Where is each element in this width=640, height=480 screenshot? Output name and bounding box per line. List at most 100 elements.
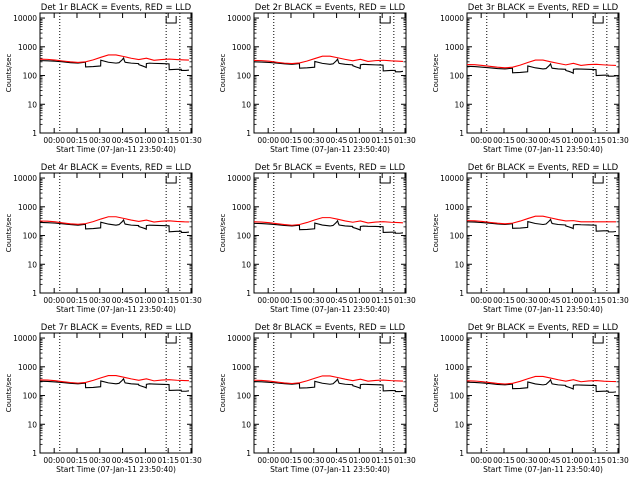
events-series-line <box>466 62 617 77</box>
x-tick-label: 00:00 <box>470 296 492 305</box>
x-tick-label: 00:45 <box>112 296 134 305</box>
x-tick-label: 01:00 <box>349 296 371 305</box>
x-tick-label: 00:30 <box>89 456 111 465</box>
x-tick-label: 00:00 <box>43 456 65 465</box>
interval-bracket <box>592 16 604 24</box>
plot-frame <box>466 12 620 134</box>
x-tick-label: 00:45 <box>326 456 348 465</box>
x-tick-label: 01:30 <box>394 456 416 465</box>
x-tick-label: 00:45 <box>112 456 134 465</box>
x-tick-label: 00:30 <box>303 296 325 305</box>
panel-title: Det 4r BLACK = Events, RED = LLD <box>41 163 192 173</box>
x-tick-label: 01:30 <box>180 456 202 465</box>
x-axis-label: Start Time (07-Jan-11 23:50:40) <box>56 145 176 154</box>
x-tick-label: 00:00 <box>257 136 279 145</box>
x-tick-label: 00:30 <box>89 136 111 145</box>
interval-bracket <box>379 336 391 344</box>
panel-title: Det 5r BLACK = Events, RED = LLD <box>255 163 406 173</box>
y-tick-label: 10 <box>454 260 464 269</box>
y-tick-label: 1 <box>459 129 464 138</box>
panel-title: Det 8r BLACK = Events, RED = LLD <box>255 323 406 333</box>
y-tick-label: 1000 <box>18 363 37 372</box>
y-tick-label: 10000 <box>13 174 37 183</box>
y-tick-label: 1 <box>32 289 37 298</box>
panel-det-9r: Det 9r BLACK = Events, RED = LLD 1 10 100 10… <box>432 323 629 474</box>
lld-series-line <box>253 55 403 65</box>
y-tick-label: 10 <box>27 260 37 269</box>
panel-det-1r: Det 1r BLACK = Events, RED = LLD 1 10 100 10… <box>5 3 202 154</box>
x-tick-label: 00:45 <box>539 456 561 465</box>
x-tick-label: 01:15 <box>157 456 179 465</box>
lld-series-line <box>253 375 403 385</box>
y-tick-label: 10 <box>241 420 251 429</box>
y-tick-label: 10000 <box>440 334 464 343</box>
x-tick-label: 01:00 <box>562 136 584 145</box>
interval-bracket <box>592 176 604 184</box>
x-tick-label: 00:15 <box>493 296 515 305</box>
x-tick-label: 00:45 <box>326 136 348 145</box>
y-tick-label: 10 <box>454 100 464 109</box>
y-tick-label: 10000 <box>13 334 37 343</box>
x-tick-label: 01:30 <box>394 136 416 145</box>
y-tick-label: 10000 <box>440 14 464 23</box>
x-axis-label: Start Time (07-Jan-11 23:50:40) <box>483 465 603 474</box>
plot-frame <box>466 172 620 294</box>
y-tick-label: 10000 <box>227 14 251 23</box>
x-tick-label: 00:30 <box>516 296 538 305</box>
y-tick-label: 1000 <box>445 43 464 52</box>
panel-det-4r: Det 4r BLACK = Events, RED = LLD 1 10 100 10… <box>5 163 202 314</box>
plot-frame <box>253 172 407 294</box>
x-tick-label: 01:30 <box>607 136 629 145</box>
x-tick-label: 01:30 <box>607 456 629 465</box>
events-series-line <box>253 378 404 393</box>
x-tick-label: 00:45 <box>539 296 561 305</box>
lld-series-line <box>466 215 616 225</box>
panel-title: Det 2r BLACK = Events, RED = LLD <box>255 3 406 13</box>
x-tick-label: 00:15 <box>66 456 88 465</box>
y-tick-label: 1000 <box>18 203 37 212</box>
x-tick-label: 01:00 <box>135 456 157 465</box>
y-tick-label: 1000 <box>445 203 464 212</box>
x-tick-label: 00:30 <box>303 456 325 465</box>
y-tick-label: 100 <box>23 72 38 81</box>
y-axis-label: Counts/sec <box>432 374 440 413</box>
x-tick-label: 01:30 <box>180 296 202 305</box>
y-tick-label: 10 <box>454 420 464 429</box>
x-tick-label: 00:00 <box>257 456 279 465</box>
x-tick-label: 00:00 <box>470 456 492 465</box>
y-tick-label: 1000 <box>445 363 464 372</box>
x-tick-label: 00:30 <box>303 136 325 145</box>
y-tick-label: 10000 <box>13 14 37 23</box>
x-tick-label: 00:15 <box>66 296 88 305</box>
y-axis-label: Counts/sec <box>219 374 227 413</box>
x-tick-label: 01:15 <box>371 456 393 465</box>
x-axis-label: Start Time (07-Jan-11 23:50:40) <box>270 305 390 314</box>
x-axis-label: Start Time (07-Jan-11 23:50:40) <box>270 145 390 154</box>
x-tick-label: 01:15 <box>371 296 393 305</box>
panel-title: Det 3r BLACK = Events, RED = LLD <box>468 3 619 13</box>
y-tick-label: 1 <box>32 129 37 138</box>
y-tick-label: 1000 <box>18 43 37 52</box>
y-tick-label: 100 <box>450 72 465 81</box>
panel-title: Det 9r BLACK = Events, RED = LLD <box>468 323 619 333</box>
x-tick-label: 01:00 <box>562 296 584 305</box>
y-tick-label: 100 <box>237 392 252 401</box>
events-series-line <box>253 219 404 234</box>
plot-frame <box>253 332 407 454</box>
y-tick-label: 10 <box>27 100 37 109</box>
interval-bracket <box>379 176 391 184</box>
panel-det-3r: Det 3r BLACK = Events, RED = LLD 1 10 100 10… <box>432 3 629 154</box>
panel-det-7r: Det 7r BLACK = Events, RED = LLD 1 10 100 10… <box>5 323 202 474</box>
lld-series-line <box>466 375 616 385</box>
interval-bracket <box>592 336 604 344</box>
y-tick-label: 1 <box>459 289 464 298</box>
y-axis-label: Counts/sec <box>5 214 13 253</box>
plot-frame <box>466 332 620 454</box>
x-tick-label: 01:15 <box>371 136 393 145</box>
x-tick-label: 00:15 <box>66 136 88 145</box>
x-tick-label: 01:00 <box>349 136 371 145</box>
y-tick-label: 100 <box>450 232 465 241</box>
panel-det-5r: Det 5r BLACK = Events, RED = LLD 1 10 100 10… <box>219 163 416 314</box>
x-axis-label: Start Time (07-Jan-11 23:50:40) <box>483 305 603 314</box>
